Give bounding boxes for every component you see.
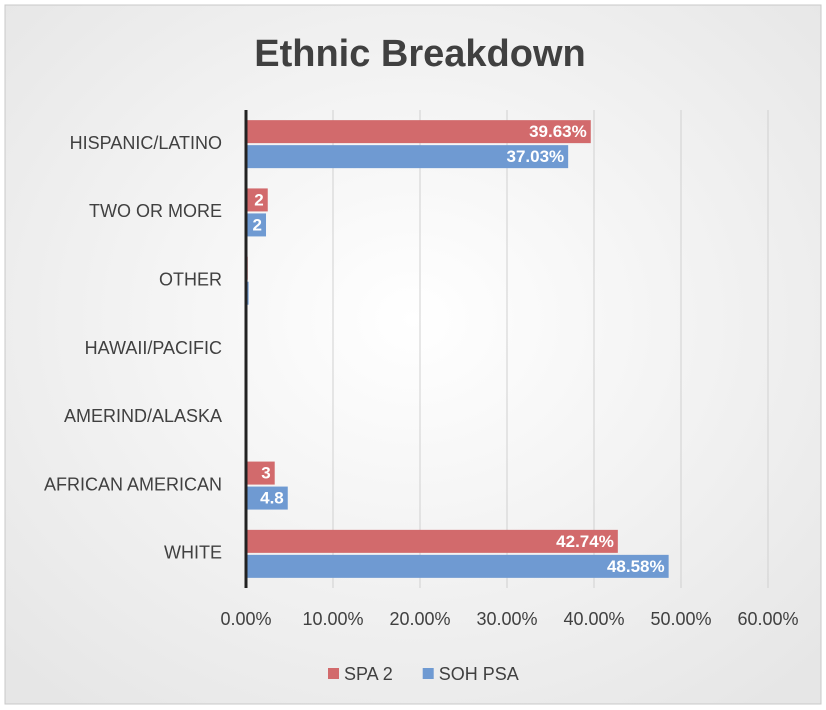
y-tick-label: AFRICAN AMERICAN xyxy=(44,474,222,494)
y-tick-label: HAWAII/PACIFIC xyxy=(85,338,222,358)
bar xyxy=(246,145,569,169)
value-label: 2 xyxy=(253,215,262,234)
bar xyxy=(246,188,268,212)
value-label: 3 xyxy=(261,464,270,483)
y-tick-label: HISPANIC/LATINO xyxy=(70,133,222,153)
x-tick-label: 30.00% xyxy=(476,609,537,629)
x-tick-label: 50.00% xyxy=(650,609,711,629)
legend-swatch xyxy=(422,668,434,679)
y-tick-label: WHITE xyxy=(164,543,222,563)
x-tick-label: 60.00% xyxy=(737,609,798,629)
x-tick-label: 40.00% xyxy=(563,609,624,629)
value-label: 4.8 xyxy=(260,489,284,508)
value-label: 37.03% xyxy=(506,147,564,166)
legend-label: SOH PSA xyxy=(439,664,519,684)
bar xyxy=(246,120,591,144)
legend-label: SPA 2 xyxy=(344,664,393,684)
bar xyxy=(246,529,618,553)
value-label: 39.63% xyxy=(529,122,587,141)
chart-title: Ethnic Breakdown xyxy=(254,33,586,75)
x-tick-label: 10.00% xyxy=(302,609,363,629)
legend-swatch xyxy=(328,668,339,679)
value-label: 48.58% xyxy=(607,557,665,576)
value-label: 2 xyxy=(254,190,263,209)
y-tick-label: OTHER xyxy=(159,269,222,289)
bar xyxy=(246,486,288,510)
bar xyxy=(246,461,275,485)
x-tick-label: 20.00% xyxy=(389,609,450,629)
bar xyxy=(246,554,669,578)
y-tick-label: AMERIND/ALASKA xyxy=(64,406,222,426)
y-tick-label: TWO OR MORE xyxy=(89,201,222,221)
bar xyxy=(246,213,267,237)
x-tick-label: 0.00% xyxy=(220,609,271,629)
value-label: 42.74% xyxy=(556,532,614,551)
